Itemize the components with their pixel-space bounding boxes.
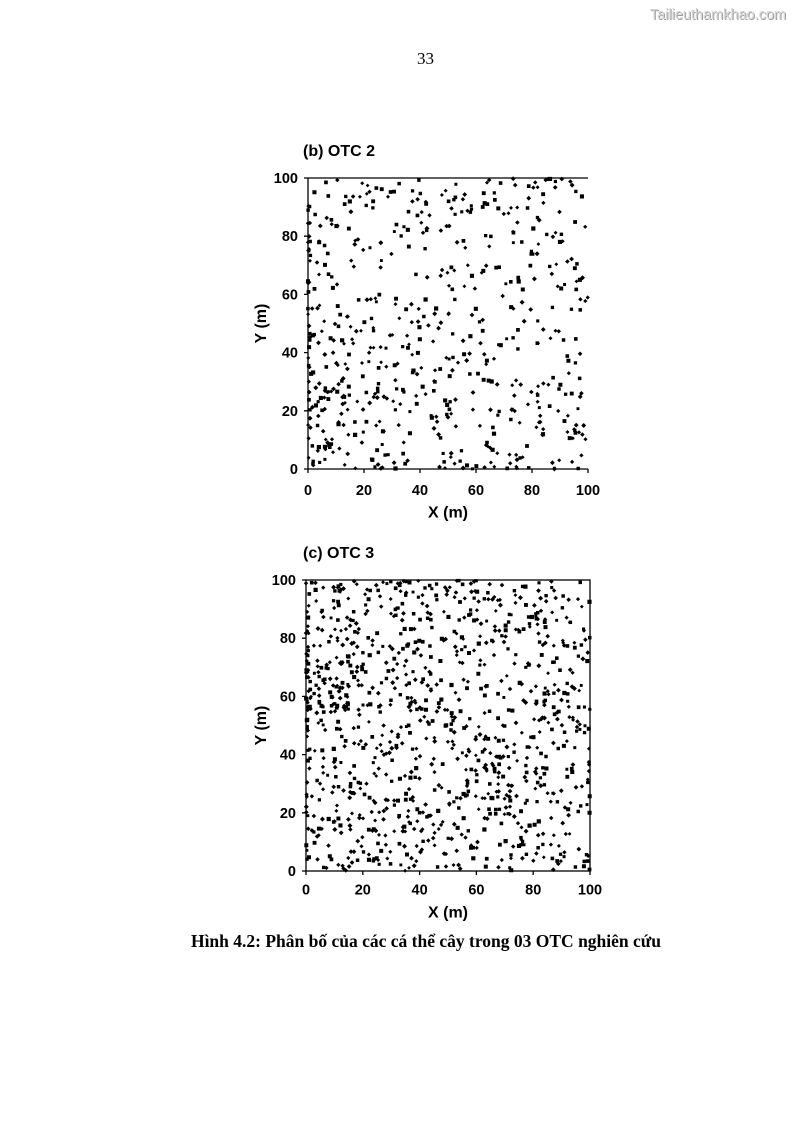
svg-text:20: 20 (355, 883, 371, 899)
svg-text:Y (m): Y (m) (253, 304, 270, 344)
svg-text:20: 20 (280, 806, 296, 822)
svg-text:(b) OTC 2: (b) OTC 2 (303, 143, 375, 160)
svg-text:20: 20 (356, 483, 372, 499)
svg-text:80: 80 (280, 631, 296, 647)
svg-text:60: 60 (468, 883, 484, 899)
svg-text:100: 100 (576, 483, 600, 499)
svg-text:60: 60 (282, 287, 298, 303)
svg-text:80: 80 (282, 229, 298, 245)
svg-text:0: 0 (302, 883, 310, 899)
svg-text:20: 20 (282, 404, 298, 420)
svg-text:X (m): X (m) (428, 505, 468, 522)
svg-text:0: 0 (304, 483, 312, 499)
svg-text:80: 80 (525, 883, 541, 899)
svg-text:40: 40 (412, 883, 428, 899)
svg-text:0: 0 (288, 864, 296, 880)
svg-text:60: 60 (468, 483, 484, 499)
svg-text:Y (m): Y (m) (253, 706, 270, 746)
svg-text:80: 80 (524, 483, 540, 499)
svg-text:40: 40 (280, 748, 296, 764)
svg-text:0: 0 (290, 462, 298, 478)
svg-text:40: 40 (282, 346, 298, 362)
svg-text:100: 100 (578, 883, 602, 899)
svg-text:100: 100 (274, 171, 298, 187)
svg-text:(c) OTC 3: (c) OTC 3 (303, 545, 374, 562)
svg-text:40: 40 (412, 483, 428, 499)
svg-text:60: 60 (280, 689, 296, 705)
svg-text:100: 100 (272, 573, 296, 589)
svg-text:X (m): X (m) (428, 905, 468, 922)
